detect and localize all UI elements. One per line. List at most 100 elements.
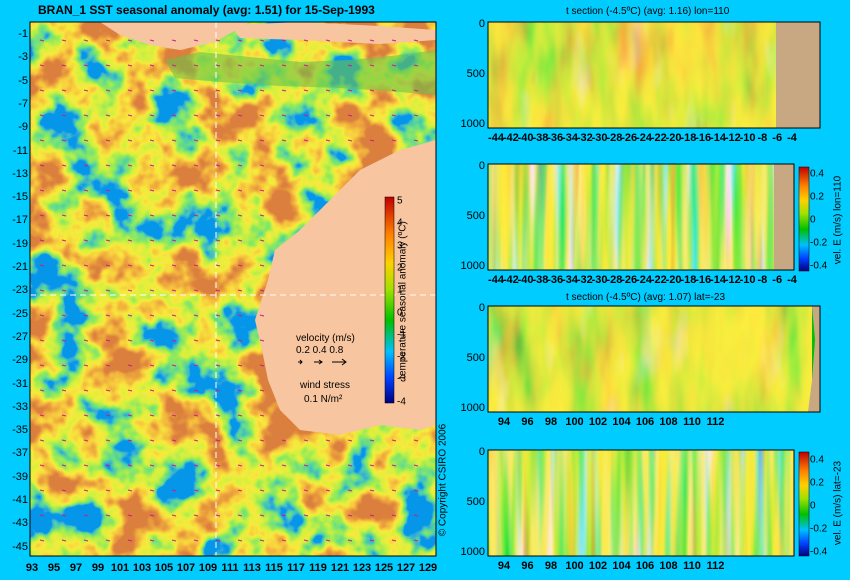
wind-vector-arrow [215,39,221,42]
wind-vector-arrow [237,389,243,392]
panel-x-tick-label: -6 [772,274,783,286]
wind-vector-arrow [39,89,45,92]
panel-x-tick-label: -14 [710,274,726,286]
panel-colorbar-tick: 0.4 [810,454,824,466]
wind-vector-arrow [413,539,419,542]
wind-vector-arrow [325,89,331,92]
wind-vector-arrow [83,114,89,117]
wind-vector-arrow [83,214,89,217]
wind-vector-arrow [303,39,309,42]
wind-vector-arrow [215,239,221,242]
wind-vector-arrow [105,164,111,167]
lat-tick-label: -25 [12,307,28,320]
wind-vector-arrow [303,114,309,117]
lon-tick-label: 125 [374,562,394,574]
wind-vector-arrow [281,64,287,67]
wind-vector-arrow [193,414,199,417]
wind-vector-arrow [369,489,375,492]
wind-vector-arrow [39,164,45,167]
wind-vector-arrow [259,239,265,242]
wind-vector-arrow [215,489,221,492]
panel-x-tick-label: -36 [547,132,564,144]
panel-x-tick-label: -16 [695,132,712,144]
lon-tick-label: 123 [352,562,372,574]
wind-vector-arrow [215,264,221,267]
wind-vector-arrow [61,139,67,142]
wind-vector-arrow [127,39,133,42]
panel-x-tick-label: 104 [612,560,631,572]
panel-x-tick-label: -38 [532,274,549,286]
panel-y-tick-label: 0 [478,302,485,314]
panel-x-tick-label: -44 [488,132,504,144]
panel-x-tick-label: -42 [502,132,519,144]
wind-vector-arrow [83,264,89,267]
wind-vector-arrow [83,289,89,292]
wind-vector-arrow [39,289,45,292]
panel-1-title: t section (-4.5ºC) (avg: 1.16) lon=110 [566,6,730,17]
wind-label: wind stress [300,380,351,391]
wind-vector-arrow [171,539,177,542]
wind-vector-arrow [413,64,419,67]
wind-vector-arrow [259,264,265,267]
wind-vector-arrow [171,114,177,117]
lat-tick-label: -23 [12,284,28,297]
wind-vector-arrow [149,489,155,492]
wind-vector-arrow [83,489,89,492]
wind-vector-arrow [171,364,177,367]
lat-tick-label: -11 [12,144,28,157]
wind-vector-arrow [171,389,177,392]
wind-vector-arrow [39,464,45,467]
wind-vector-arrow [303,439,309,442]
wind-vector-arrow [171,164,177,167]
wind-vector-arrow [347,514,353,517]
colorbar-tick-label: -4 [397,396,406,408]
wind-vector-arrow [39,414,45,417]
wind-vector-arrow [369,539,375,542]
panel-y-tick-label: 1000 [460,118,485,130]
wind-vector-arrow [105,89,111,92]
wind-vector-arrow [127,339,133,342]
wind-vector-arrow [391,514,397,517]
wind-vector-arrow [83,414,89,417]
wind-vector-arrow [105,114,111,117]
wind-vector-arrow [171,289,177,292]
colorbar-tick-label: -1 [397,329,406,341]
wind-vector-arrow [105,39,111,42]
wind-vector-arrow [149,464,155,467]
lon-tick-label: 95 [47,562,61,574]
panel-3-title: t section (-4.5ºC) (avg: 1.07) lat=-23 [566,292,725,303]
panel-x-tick-label: -42 [502,274,519,286]
panel-x-tick-label: -34 [562,132,578,144]
wind-vector-arrow [149,89,155,92]
panel-y-tick-label: 1000 [460,546,485,558]
panel-x-tick-label: -36 [547,274,564,286]
wind-vector-arrow [83,64,89,67]
wind-vector-arrow [149,114,155,117]
wind-vector-arrow [171,414,177,417]
panel-x-tick-label: 106 [635,416,655,428]
panel-x-tick-label: 110 [683,416,701,428]
wind-vector-arrow [39,539,45,542]
wind-vector-arrow [413,464,419,467]
wind-vector-arrow [215,164,221,167]
wind-vector-arrow [193,289,199,292]
wind-vector-arrow [369,89,375,92]
wind-vector-arrow [83,239,89,242]
panel-y-tick-label: 500 [466,68,485,80]
wind-vector-arrow [171,89,177,92]
wind-vector-arrow [303,514,309,517]
wind-vector-arrow [193,489,199,492]
wind-vector-arrow [259,89,265,92]
wind-vector-arrow [149,289,155,292]
lat-tick-label: -33 [12,400,28,413]
lat-tick-label: -3 [18,51,28,64]
wind-vector-arrow [193,264,199,267]
wind-vector-arrow [61,189,67,192]
wind-vector-arrow [83,389,89,392]
wind-vector-arrow [61,64,67,67]
colorbar-tick-label: 0 [397,307,403,318]
wind-vector-arrow [127,239,133,242]
panel-x-tick-label: 108 [659,416,678,428]
panel-colorbar-tick: 0 [810,214,816,226]
